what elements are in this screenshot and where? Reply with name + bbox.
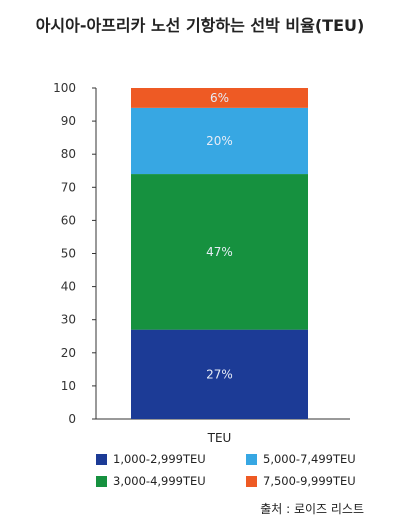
legend-item: 3,000-4,999TEU	[96, 474, 206, 488]
bar-segment	[131, 174, 308, 330]
x-category-label: TEU	[207, 431, 232, 445]
y-tick-label: 70	[61, 180, 76, 194]
legend-item: 7,500-9,999TEU	[246, 474, 356, 488]
legend-item: 1,000-2,999TEU	[96, 452, 206, 466]
legend-swatch	[96, 453, 107, 465]
chart-title: 아시아-아프리카 노선 기항하는 선박 비율(TEU)	[35, 16, 365, 35]
legend-swatch	[96, 475, 107, 487]
y-tick-label: 20	[61, 346, 76, 360]
legend-swatch	[246, 475, 257, 487]
stacked-bar-chart: 0 10 20 30 40 50 60 70 80 90 100 27% 47% 20% 6% TEU	[53, 81, 350, 445]
bar-data-label: 6%	[210, 91, 229, 105]
legend-item: 5,000-7,499TEU	[246, 452, 356, 466]
bar-segment	[131, 88, 308, 108]
bar-data-label: 27%	[206, 367, 233, 381]
bar-segment	[131, 107, 308, 175]
legend-label: 5,000-7,499TEU	[263, 452, 356, 466]
y-tick-label: 80	[61, 147, 76, 161]
legend-swatch	[246, 453, 257, 465]
y-tick-label: 100	[53, 81, 76, 95]
y-tick-label: 0	[68, 412, 76, 426]
y-tick-label: 90	[61, 114, 76, 128]
bar-segment	[131, 329, 308, 419]
bar-data-label: 47%	[206, 245, 233, 259]
source-note: 출처 : 로이즈 리스트	[260, 502, 364, 516]
legend-label: 3,000-4,999TEU	[113, 474, 206, 488]
legend-label: 1,000-2,999TEU	[113, 452, 206, 466]
y-tick-label: 60	[61, 213, 76, 227]
y-tick-label: 40	[61, 280, 76, 294]
bar-data-label: 20%	[206, 134, 233, 148]
y-tick-label: 10	[61, 379, 76, 393]
y-tick-label: 50	[61, 247, 76, 261]
y-tick-label: 30	[61, 313, 76, 327]
legend-label: 7,500-9,999TEU	[263, 474, 356, 488]
